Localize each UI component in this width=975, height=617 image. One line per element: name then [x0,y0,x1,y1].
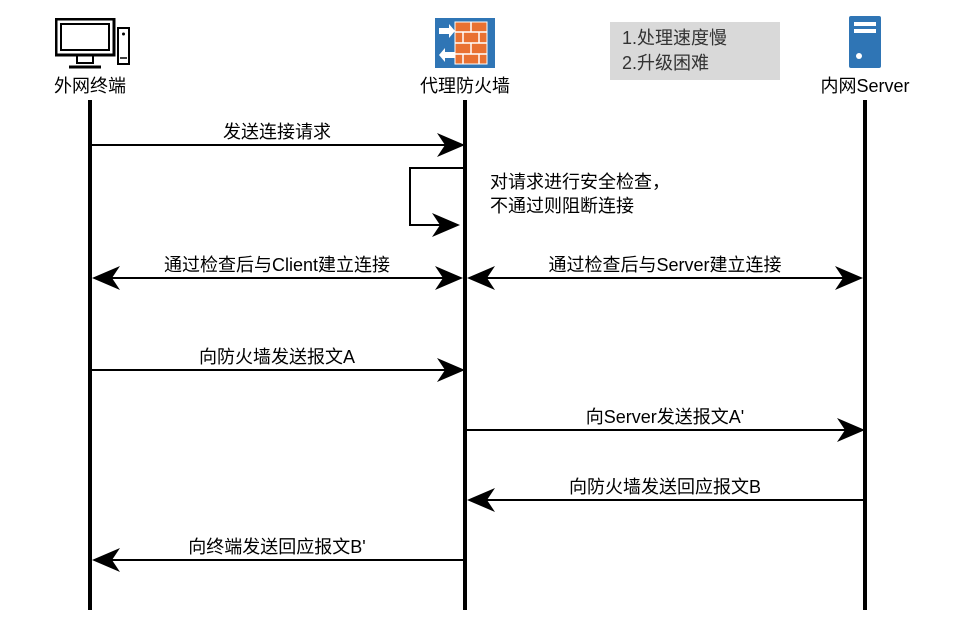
msg-label-2: 通过检查后与Server建立连接 [548,251,781,277]
msg-label-1: 通过检查后与Client建立连接 [164,251,390,277]
note-line-2: 2.升级困难 [622,51,768,76]
client-icon [55,18,131,75]
firewall-icon [435,18,495,73]
msg-label-4: 向Server发送报文A' [586,403,744,429]
msg-label-6: 向终端发送回应报文B' [188,533,365,559]
msg-label-3: 向防火墙发送报文A [199,343,355,369]
actor-label-server: 内网Server [820,72,909,98]
sequence-diagram: 外网终端 代理防火墙 内网Server 1.处理速度慢 2.升级困难 发送连接请… [0,0,975,617]
self-msg-line-2: 不通过则阻断连接 [490,194,670,218]
note-box: 1.处理速度慢 2.升级困难 [610,22,780,80]
server-icon [847,14,883,75]
lifeline-firewall [463,100,467,610]
msg-label-5: 向防火墙发送回应报文B [569,473,761,499]
self-msg-line-1: 对请求进行安全检查， [490,170,670,194]
lifeline-server [863,100,867,610]
lifeline-client [88,100,92,610]
self-msg-label: 对请求进行安全检查， 不通过则阻断连接 [490,170,670,219]
actor-label-firewall: 代理防火墙 [420,72,510,98]
actor-label-client: 外网终端 [54,72,126,98]
msg-label-0: 发送连接请求 [223,118,331,144]
note-line-1: 1.处理速度慢 [622,26,768,51]
